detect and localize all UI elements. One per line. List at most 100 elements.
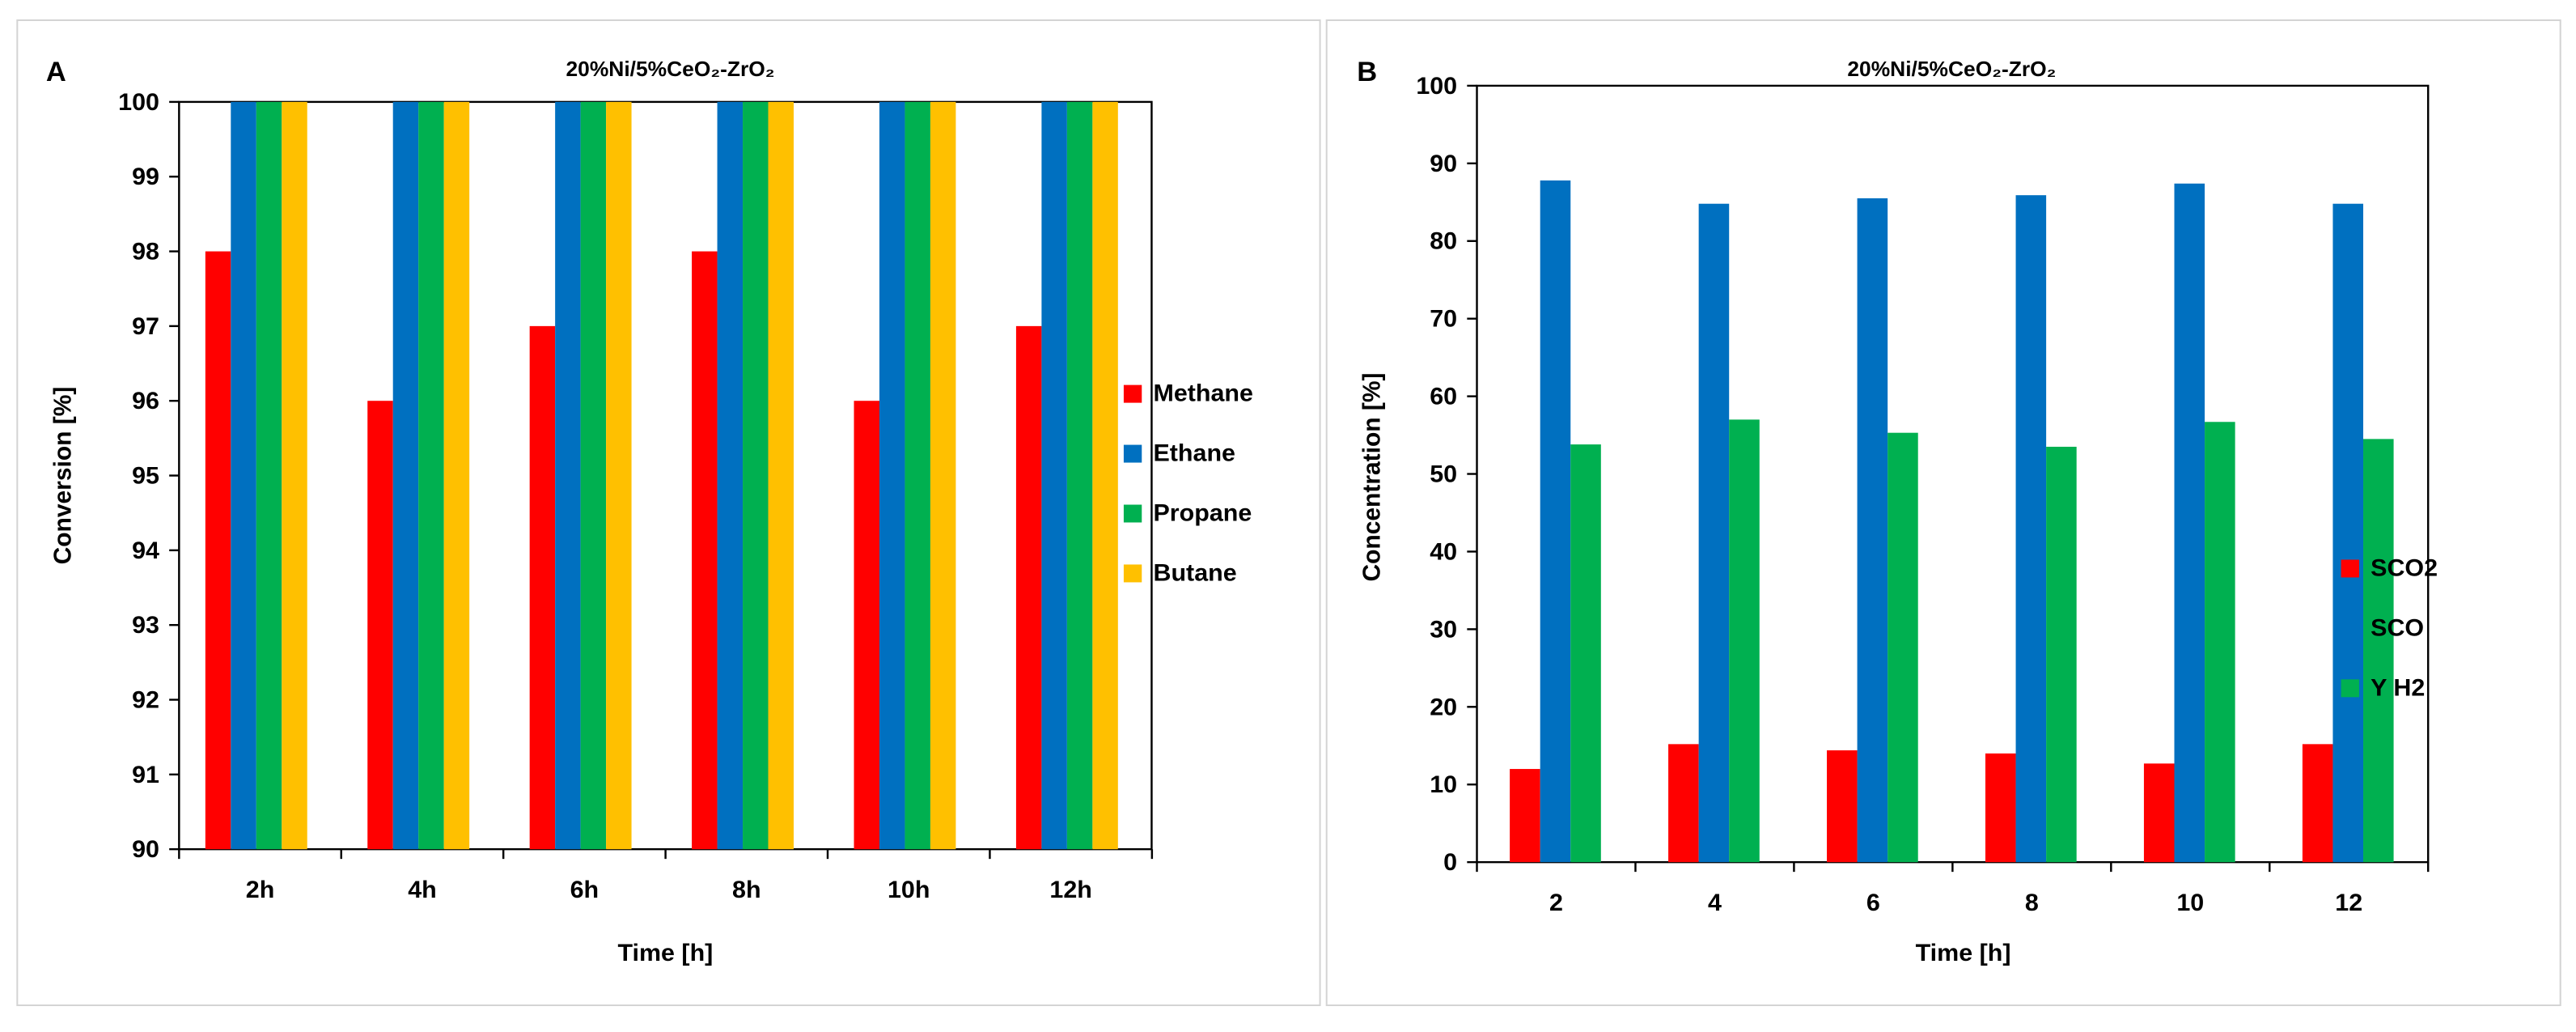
- bar-propane: [256, 101, 282, 850]
- bar-ethane: [717, 101, 744, 850]
- chart-a-title: 20%Ni/5%CeO₂-ZrO₂: [566, 57, 774, 81]
- chart-b-x-tick-label: 2: [1549, 890, 1563, 916]
- bar-butane: [930, 101, 956, 850]
- chart-b-y-tick-label: 60: [1430, 384, 1457, 410]
- legend-swatch-propane: [1123, 504, 1142, 523]
- bar-ethane: [555, 101, 581, 850]
- legend-label-sco2: SCO2: [2371, 555, 2438, 582]
- chart-a-y-tick-label: 90: [132, 836, 159, 863]
- chart-b-y-tick-label: 100: [1416, 73, 1457, 100]
- legend-swatch-sco2: [2341, 559, 2359, 578]
- chart-a-y-tick-label: 95: [132, 463, 159, 490]
- bar-sco: [2332, 203, 2364, 863]
- bar-propane: [1066, 101, 1093, 850]
- chart-b-y-axis-label: Concentration [%]: [1358, 373, 1385, 582]
- chart-b-y-tick-label: 80: [1430, 228, 1457, 255]
- chart-b-y-tick-label: 20: [1430, 694, 1457, 721]
- bar-ethane: [392, 101, 419, 850]
- legend-label-sco: SCO: [2371, 615, 2424, 642]
- chart-b-x-tick-label: 4: [1708, 890, 1722, 916]
- chart-a-y-tick-label: 98: [132, 239, 159, 265]
- bar-y-h2: [2046, 446, 2077, 863]
- chart-b-y-tick-label: 30: [1430, 617, 1457, 643]
- chart-b-x-tick-label: 10: [2176, 890, 2204, 916]
- bar-ethane: [1041, 101, 1067, 850]
- bar-butane: [1092, 101, 1118, 850]
- chart-a-x-tick-label: 6h: [570, 877, 600, 903]
- chart-a-y-tick-label: 94: [132, 537, 159, 564]
- legend-swatch-methane: [1123, 384, 1142, 403]
- bar-sco2: [2143, 763, 2175, 863]
- chart-a-x-tick-label: 12h: [1049, 877, 1091, 903]
- chart-b-svg: B 20%Ni/5%CeO₂-ZrO₂ Time [h] Concentrati…: [1357, 57, 2438, 966]
- chart-a-x-tick-label: 10h: [888, 877, 930, 903]
- chart-b-y-tick-label: 40: [1430, 539, 1457, 566]
- chart-a-y-tick-label: 97: [132, 313, 159, 340]
- bar-y-h2: [2363, 439, 2394, 863]
- chart-b-y-tick-label: 50: [1430, 461, 1457, 488]
- chart-a-y-tick-label: 91: [132, 762, 159, 788]
- bar-propane: [580, 101, 607, 850]
- chart-b-x-axis-label: Time [h]: [1916, 940, 2011, 966]
- chart-b-y-tick-label: 70: [1430, 306, 1457, 333]
- legend-label-ethane: Ethane: [1153, 440, 1235, 467]
- chart-a-y-tick-label: 100: [118, 89, 159, 116]
- legend-swatch-y-h2: [2341, 679, 2359, 698]
- chart-a-plot-area: [178, 100, 1153, 851]
- bar-y-h2: [1570, 444, 1601, 863]
- chart-a-x-tick-label: 4h: [408, 877, 437, 903]
- panel-label-b: B: [1357, 57, 1377, 87]
- bar-sco: [2174, 183, 2205, 863]
- bar-butane: [768, 101, 794, 850]
- chart-a-x-tick-label: 2h: [246, 877, 275, 903]
- bar-sco2: [2302, 744, 2333, 863]
- bar-ethane: [879, 101, 905, 850]
- legend-label-propane: Propane: [1153, 500, 1252, 527]
- chart-b-y-tick-label: 0: [1443, 849, 1457, 876]
- chart-a-x-tick-label: 8h: [732, 877, 761, 903]
- legend-swatch-sco: [2341, 619, 2359, 638]
- bar-methane: [529, 325, 556, 850]
- bar-sco2: [1668, 744, 1699, 863]
- bar-sco: [2015, 195, 2047, 863]
- bar-y-h2: [2205, 422, 2235, 863]
- bar-sco: [1857, 198, 1888, 863]
- panel-label-a: A: [46, 57, 66, 87]
- bar-sco2: [1827, 750, 1858, 863]
- bar-ethane: [231, 101, 256, 850]
- chart-a-x-axis-label: Time [h]: [617, 940, 713, 966]
- bar-methane: [1015, 325, 1042, 850]
- bar-butane: [443, 101, 470, 850]
- chart-b-y-tick-label: 90: [1430, 151, 1457, 177]
- chart-b-plot-area: [1476, 84, 2430, 864]
- legend-swatch-butane: [1123, 564, 1142, 583]
- chart-panel-b: B 20%Ni/5%CeO₂-ZrO₂ Time [h] Concentrati…: [1325, 19, 2561, 1007]
- bar-sco2: [1510, 769, 1540, 863]
- bar-butane: [606, 101, 632, 850]
- legend-swatch-ethane: [1123, 444, 1142, 463]
- chart-b-x-tick-label: 6: [1866, 890, 1880, 916]
- bar-propane: [905, 101, 930, 850]
- bar-sco2: [1985, 753, 2016, 863]
- chart-a-y-tick-label: 99: [132, 164, 159, 190]
- bar-butane: [282, 101, 307, 850]
- chart-a-y-tick-label: 96: [132, 388, 159, 414]
- legend-label-y-h2: Y H2: [2371, 675, 2425, 702]
- chart-b-x-tick-label: 8: [2025, 890, 2039, 916]
- legend-label-methane: Methane: [1153, 380, 1252, 407]
- chart-b-y-tick-label: 10: [1430, 771, 1457, 798]
- bar-methane: [692, 251, 718, 850]
- chart-a-svg: A 20%Ni/5%CeO₂-ZrO₂ Time [h] Conversion …: [46, 57, 1253, 966]
- chart-a-y-axis-label: Conversion [%]: [49, 387, 76, 565]
- legend-label-butane: Butane: [1153, 560, 1236, 587]
- chart-b-title: 20%Ni/5%CeO₂-ZrO₂: [1847, 57, 2056, 81]
- chart-a-y-tick-label: 93: [132, 612, 159, 639]
- bar-sco: [1540, 180, 1571, 863]
- chart-a-y-tick-label: 92: [132, 687, 159, 714]
- bar-propane: [418, 101, 444, 850]
- bar-sco: [1698, 203, 1730, 863]
- bar-methane: [854, 401, 879, 850]
- bar-y-h2: [1888, 432, 1918, 863]
